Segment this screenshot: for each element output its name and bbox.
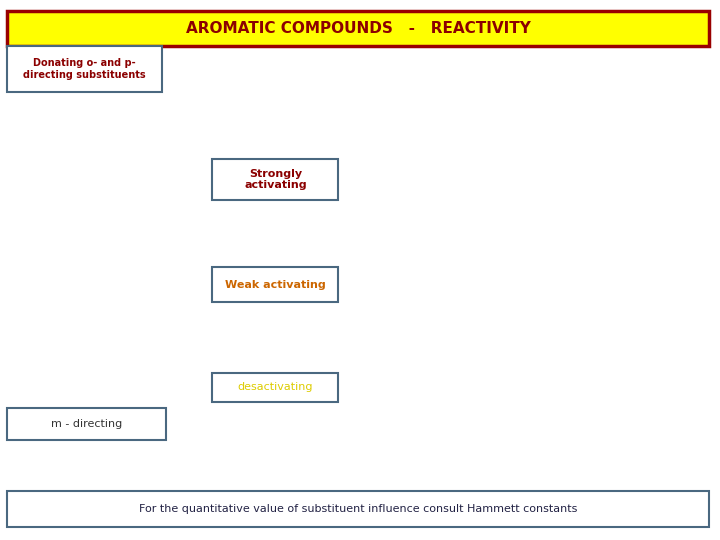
FancyBboxPatch shape — [212, 267, 338, 302]
FancyBboxPatch shape — [7, 46, 162, 92]
FancyBboxPatch shape — [212, 159, 338, 200]
FancyBboxPatch shape — [7, 11, 709, 46]
Text: Strongly
activating: Strongly activating — [244, 168, 307, 191]
FancyBboxPatch shape — [212, 373, 338, 402]
FancyBboxPatch shape — [7, 408, 166, 440]
FancyBboxPatch shape — [7, 491, 709, 526]
Text: AROMATIC COMPOUNDS   -   REACTIVITY: AROMATIC COMPOUNDS - REACTIVITY — [186, 21, 531, 36]
Text: m - directing: m - directing — [51, 419, 122, 429]
Text: For the quantitative value of substituent influence consult Hammett constants: For the quantitative value of substituen… — [139, 504, 577, 514]
Text: Donating o- and p-
directing substituents: Donating o- and p- directing substituent… — [23, 58, 146, 80]
Text: desactivating: desactivating — [238, 382, 313, 393]
Text: Weak activating: Weak activating — [225, 280, 325, 290]
